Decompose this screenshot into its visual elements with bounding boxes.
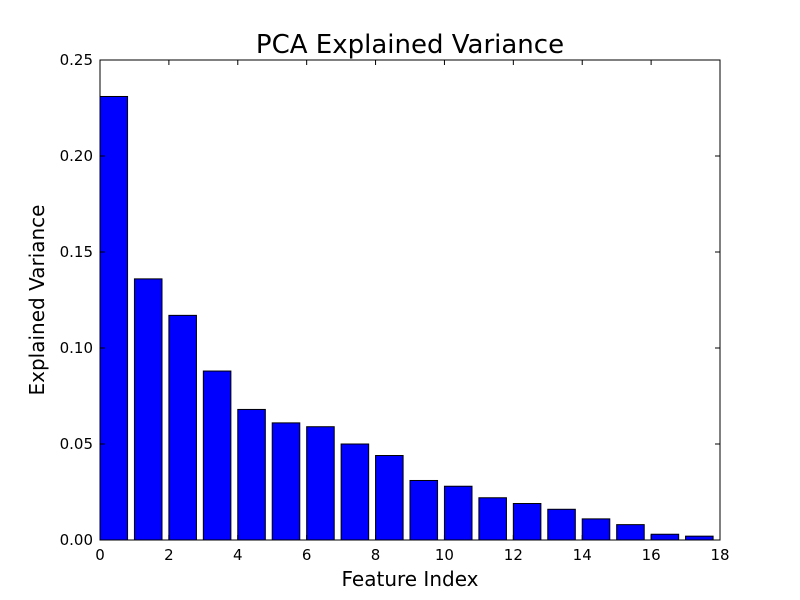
bar-9: [409, 479, 439, 541]
x-tick-label-6: 12: [504, 546, 523, 564]
bar-15: [616, 524, 645, 541]
bar-5: [271, 422, 301, 541]
bar-3: [202, 370, 232, 541]
bar-8: [375, 455, 404, 541]
x-tick-label-4: 8: [371, 546, 381, 564]
bar-4: [237, 408, 266, 541]
bar-13: [547, 508, 576, 541]
y-tick-label-3: 0.15: [60, 243, 93, 261]
bar-2: [168, 314, 197, 541]
y-tick-label-5: 0.25: [60, 51, 93, 69]
axis-tick-labels: 0 2 4 6 8 10 12 14 16 18 0.00 0.05 0.10 0.15 0.20 0.25: [60, 51, 730, 564]
x-axis-label: Feature Index: [342, 567, 479, 591]
bar-0: [99, 95, 129, 541]
y-tick-label-0: 0.00: [60, 531, 93, 549]
x-tick-label-3: 6: [302, 546, 312, 564]
bar-7: [340, 443, 370, 541]
x-tick-label-9: 18: [710, 546, 729, 564]
bar-series: [99, 95, 714, 541]
x-tick-label-1: 2: [164, 546, 174, 564]
y-tick-label-4: 0.20: [60, 147, 93, 165]
bar-17: [685, 535, 714, 541]
x-tick-label-7: 14: [573, 546, 592, 564]
bar-6: [306, 426, 335, 541]
bar-14: [581, 518, 611, 541]
x-tick-label-0: 0: [95, 546, 105, 564]
bar-16: [650, 533, 680, 541]
y-tick-label-2: 0.10: [60, 339, 93, 357]
bar-10: [443, 485, 473, 541]
chart-title: PCA Explained Variance: [256, 30, 564, 60]
x-tick-label-8: 16: [642, 546, 661, 564]
plot-frame: [99, 59, 721, 541]
x-tick-label-5: 10: [435, 546, 454, 564]
y-tick-label-1: 0.05: [60, 435, 93, 453]
bar-11: [478, 497, 507, 541]
y-axis-label: Explained Variance: [25, 205, 49, 396]
bar-12: [512, 503, 542, 541]
bar-1: [133, 278, 163, 541]
x-tick-label-2: 4: [233, 546, 243, 564]
